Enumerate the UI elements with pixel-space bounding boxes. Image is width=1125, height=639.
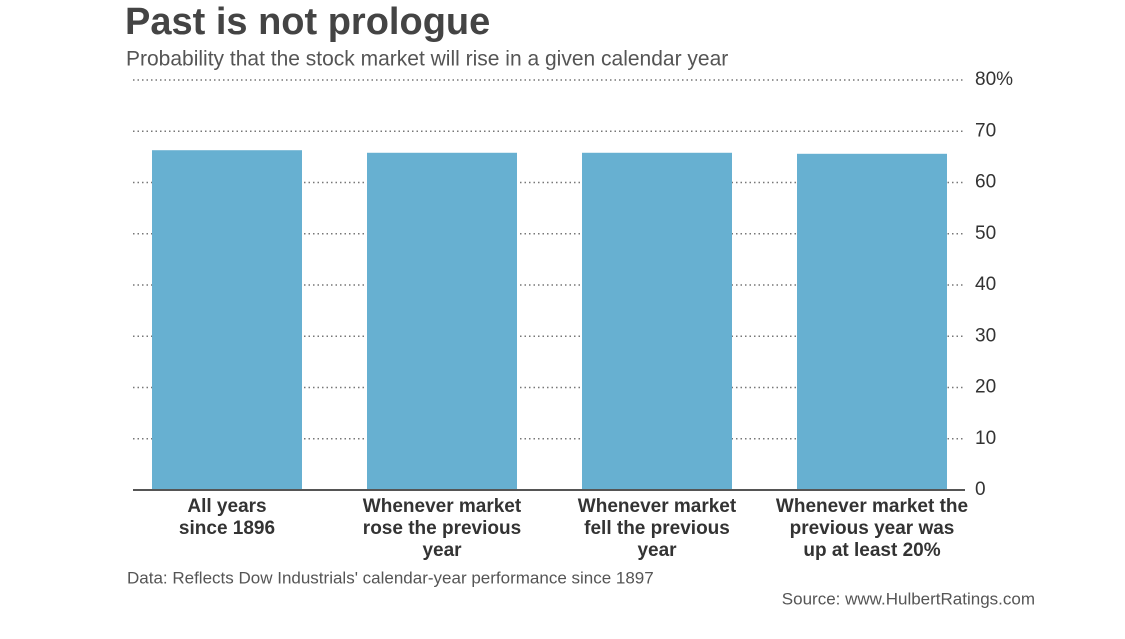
chart-title: Past is not prologue — [125, 1, 490, 43]
bar — [367, 152, 517, 490]
y-tick-label: 30 — [975, 325, 996, 346]
x-tick-label: Whenever market fell the previous year — [577, 496, 737, 561]
y-tick-label: 60 — [975, 172, 996, 193]
source-note: Source: www.HulbertRatings.com — [782, 589, 1035, 608]
bar — [582, 152, 732, 490]
y-tick-label: 70 — [975, 120, 996, 141]
bar — [797, 153, 947, 491]
y-tick-label: 10 — [975, 428, 996, 449]
chart-subtitle: Probability that the stock market will r… — [126, 48, 728, 71]
y-tick-label: 40 — [975, 274, 996, 295]
x-tick-label: Whenever market the previous year was up… — [775, 496, 969, 561]
y-tick-label: 20 — [975, 377, 996, 398]
data-note: Data: Reflects Dow Industrials' calendar… — [127, 568, 654, 587]
y-tick-label: 80% — [975, 69, 1013, 90]
y-tick-label: 50 — [975, 223, 996, 244]
y-tick-label: 0 — [975, 479, 986, 500]
bar — [152, 150, 302, 490]
x-tick-label: Whenever market rose the previous year — [362, 496, 522, 561]
x-tick-label: All years since 1896 — [178, 496, 276, 539]
